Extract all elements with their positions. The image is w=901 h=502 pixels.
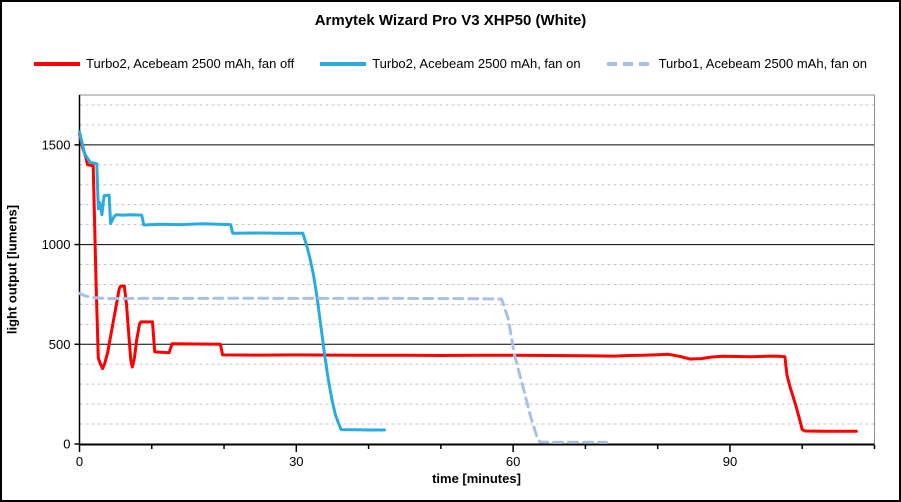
chart-title: Armytek Wizard Pro V3 XHP50 (White) [314, 12, 587, 29]
y-axis-ticks: 0 500 1000 1500 [42, 137, 80, 452]
legend-item-turbo2-fan-off: Turbo2, Acebeam 2500 mAh, fan off [34, 56, 294, 71]
x-axis-title: time [minutes] [432, 471, 521, 486]
svg-text:90: 90 [723, 454, 737, 469]
legend-label: Turbo1, Acebeam 2500 mAh, fan on [658, 56, 867, 71]
major-gridlines [79, 144, 875, 345]
plot-border [79, 94, 875, 445]
legend-line-sample-cyan [320, 61, 367, 66]
legend: Turbo2, Acebeam 2500 mAh, fan off Turbo2… [2, 56, 899, 71]
series-line-1 [78, 130, 386, 432]
legend-item-turbo2-fan-on: Turbo2, Acebeam 2500 mAh, fan on [320, 56, 581, 71]
svg-text:0: 0 [76, 454, 83, 469]
svg-text:0: 0 [63, 437, 70, 452]
x-axis-ticks: 0 30 60 90 [76, 445, 876, 469]
legend-label: Turbo2, Acebeam 2500 mAh, fan on [372, 56, 581, 71]
svg-text:500: 500 [49, 337, 71, 352]
minor-gridlines [79, 104, 875, 425]
legend-label: Turbo2, Acebeam 2500 mAh, fan off [86, 56, 295, 71]
svg-text:30: 30 [289, 454, 303, 469]
y-axis-title: light output [lumens] [4, 204, 20, 335]
legend-item-turbo1-fan-on: Turbo1, Acebeam 2500 mAh, fan on [606, 56, 867, 71]
legend-line-sample-dashed [606, 61, 653, 66]
svg-text:1500: 1500 [42, 137, 71, 152]
series-line-2 [78, 291, 608, 444]
svg-text:1000: 1000 [42, 237, 71, 252]
series-line-0 [78, 132, 858, 433]
legend-line-sample-red [34, 61, 81, 66]
svg-text:60: 60 [506, 454, 520, 469]
